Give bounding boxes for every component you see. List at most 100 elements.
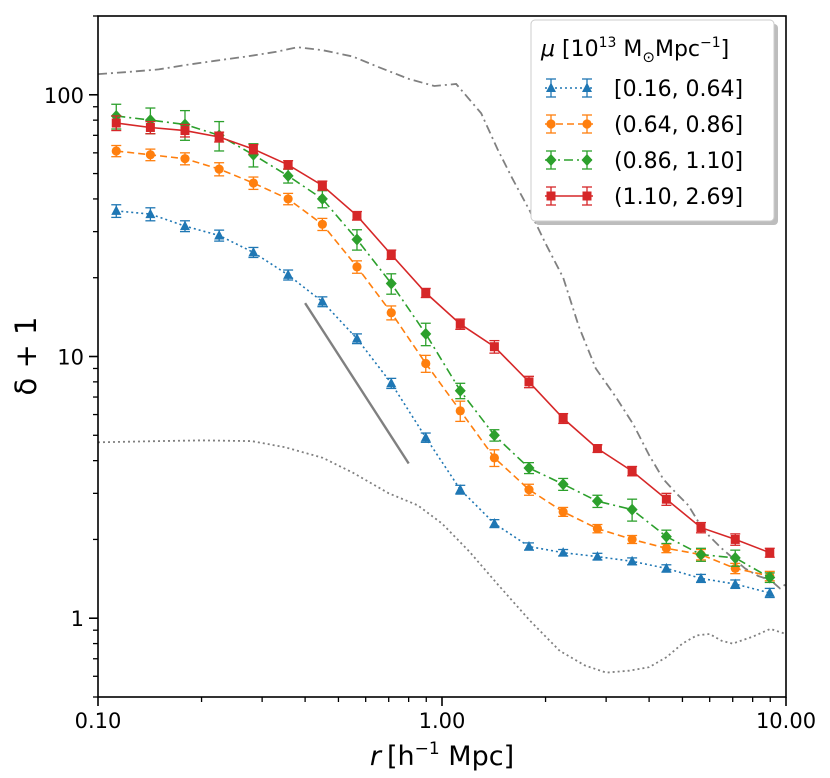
data-point: [421, 288, 431, 298]
data-point: [591, 495, 603, 508]
data-point: [317, 219, 327, 229]
data-point: [283, 269, 294, 279]
reference-lines-layer: [98, 46, 786, 674]
legend-entry-4: (1.10, 2.69]: [545, 185, 743, 210]
series-layer: [110, 103, 776, 599]
data-point: [523, 461, 535, 474]
power-law-guide-line: [304, 302, 410, 465]
data-point: [489, 518, 500, 528]
data-point: [626, 503, 638, 516]
data-point: [696, 523, 706, 533]
legend-box: [530, 19, 775, 222]
data-point: [592, 523, 603, 534]
y-tick-label: 1: [71, 607, 84, 631]
data-point: [627, 555, 638, 566]
data-point: [627, 466, 637, 476]
data-point: [489, 342, 499, 352]
series-2: [111, 144, 775, 582]
data-point: [455, 406, 465, 416]
legend-entry-2: (0.64, 0.86]: [545, 113, 743, 138]
x-axis-label: r [h−1 Mpc]: [370, 739, 514, 772]
data-point: [592, 444, 602, 454]
data-point: [420, 432, 431, 442]
series-4-line: [116, 122, 771, 554]
data-point: [420, 327, 432, 340]
data-point: [730, 578, 741, 589]
data-point: [660, 530, 672, 543]
data-point: [385, 277, 397, 290]
data-point: [111, 205, 122, 215]
legend-marker: [582, 119, 592, 129]
series-1-line: [116, 210, 770, 594]
data-point: [557, 478, 569, 491]
data-point: [214, 229, 225, 240]
data-point: [248, 246, 259, 257]
legend-title: μ [1013 M⊙Mpc−1]: [540, 35, 729, 66]
data-point: [592, 551, 603, 561]
axis-ticks: 0.10 1.00 10.00 1 10 100: [44, 15, 816, 733]
data-point: [283, 160, 293, 170]
legend-label: (1.10, 2.69]: [614, 185, 743, 210]
data-point: [180, 126, 190, 136]
data-point: [145, 122, 155, 132]
data-point: [386, 250, 396, 260]
data-point: [489, 453, 499, 463]
data-point: [765, 548, 775, 558]
data-point: [764, 587, 775, 597]
legend-marker: [582, 191, 592, 201]
data-point: [214, 132, 224, 142]
y-axis-label: δ + 1: [9, 317, 43, 396]
series-1: [111, 204, 775, 599]
data-point: [352, 262, 362, 272]
legend-entries: [0.16, 0.64] (0.64, 0.86] (0.86, 1.10] (1.1…: [545, 77, 743, 210]
legend-marker: [545, 154, 557, 166]
data-point: [661, 562, 672, 573]
x-tick-label: 0.10: [75, 709, 122, 733]
data-point: [524, 377, 534, 387]
data-point: [317, 296, 328, 306]
legend-label: (0.86, 1.10]: [614, 149, 743, 174]
legend-marker: [546, 119, 556, 129]
data-point: [316, 192, 328, 205]
data-point: [661, 494, 671, 504]
data-point: [764, 571, 776, 584]
legend-marker: [581, 154, 593, 166]
legend-label: [0.16, 0.64]: [614, 77, 743, 102]
data-point: [317, 181, 327, 191]
data-point: [558, 547, 569, 557]
data-point: [695, 572, 706, 583]
data-point: [179, 220, 190, 231]
data-point: [661, 543, 671, 553]
x-tick-label: 1.00: [419, 709, 466, 733]
data-point: [454, 384, 466, 397]
data-point: [282, 169, 294, 182]
data-point: [421, 358, 431, 369]
lower-envelope-line: [98, 439, 786, 674]
data-point: [111, 146, 121, 156]
data-point: [351, 233, 363, 246]
legend-entry-3: (0.86, 1.10]: [545, 149, 743, 174]
data-point: [283, 194, 293, 204]
data-point: [695, 548, 707, 561]
legend-entry-1: [0.16, 0.64]: [545, 77, 743, 102]
data-point: [627, 534, 637, 545]
data-point: [730, 534, 740, 544]
series-2-line: [116, 150, 770, 577]
data-point: [558, 413, 568, 423]
legend-marker: [546, 82, 556, 92]
x-tick-label: 10.00: [756, 709, 816, 733]
data-point: [145, 208, 156, 219]
data-point: [488, 429, 500, 442]
data-point: [248, 144, 258, 154]
data-point: [558, 507, 568, 517]
data-point: [523, 540, 534, 551]
data-point: [386, 377, 397, 388]
upper-envelope-line: [98, 46, 786, 590]
y-tick-label: 100: [44, 84, 84, 108]
data-point: [111, 118, 121, 128]
legend: μ [1013 M⊙Mpc−1] [0.16, 0.64] (0.64, 0.86…: [530, 19, 778, 225]
series-4: [111, 115, 775, 558]
data-point: [524, 485, 534, 495]
data-point: [455, 319, 465, 329]
